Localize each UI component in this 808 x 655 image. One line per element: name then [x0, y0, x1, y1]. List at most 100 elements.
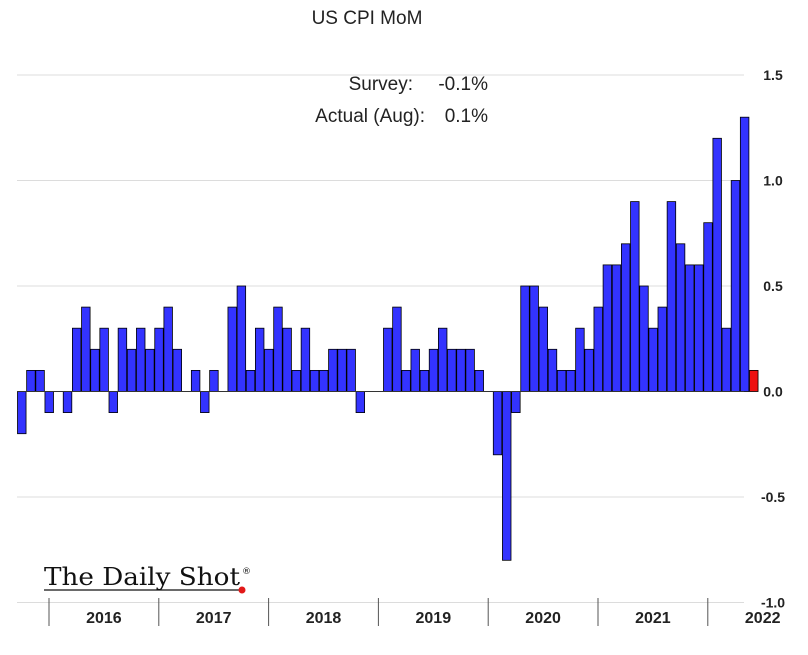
bar	[319, 369, 329, 392]
bar	[437, 327, 448, 392]
chart-title: US CPI MoM	[312, 8, 423, 29]
bar	[346, 348, 356, 392]
bar	[492, 391, 503, 456]
bar	[456, 348, 466, 392]
bar	[282, 327, 292, 392]
bar	[264, 348, 274, 392]
bar	[90, 348, 100, 392]
bar	[392, 306, 402, 392]
bar	[602, 264, 613, 392]
x-axis: 2016 2017 2018 2019 2020 2021 2022	[48, 598, 781, 627]
bar	[99, 327, 109, 392]
bar	[538, 306, 548, 392]
bar	[419, 369, 430, 392]
bar	[575, 327, 585, 392]
bar	[172, 348, 183, 392]
bar	[611, 264, 622, 392]
bar	[566, 369, 576, 392]
bar	[593, 306, 603, 392]
bar	[410, 348, 420, 392]
bar	[190, 369, 201, 392]
bar	[26, 369, 36, 392]
bar	[62, 391, 73, 414]
y-tick-label: -1.0	[761, 595, 785, 611]
bar	[291, 369, 301, 392]
bar	[401, 369, 411, 392]
y-tick-label: 0.5	[763, 278, 783, 294]
y-tick-label: -0.5	[761, 489, 785, 505]
bar	[17, 391, 27, 435]
bar	[511, 391, 521, 414]
y-tick-label: 0.0	[763, 384, 783, 400]
survey-value: -0.1%	[438, 74, 488, 95]
bar	[749, 369, 759, 392]
bar	[465, 348, 475, 392]
bar	[72, 327, 82, 392]
bar	[529, 285, 539, 392]
watermark-text: The Daily Shot	[44, 563, 240, 591]
bar	[630, 201, 640, 392]
actual-label: Actual (Aug):	[315, 106, 425, 127]
year-label: 2017	[196, 610, 232, 627]
y-tick-label: 1.5	[763, 67, 783, 83]
bar	[154, 327, 164, 392]
bar	[657, 306, 667, 392]
bar	[273, 306, 283, 392]
bar	[547, 348, 558, 392]
bar	[117, 327, 128, 392]
bar	[35, 369, 45, 392]
actual-value: 0.1%	[445, 106, 488, 127]
bar	[44, 391, 54, 414]
year-label: 2016	[86, 610, 122, 627]
bar	[520, 285, 530, 392]
bar	[675, 243, 686, 392]
bar	[254, 327, 265, 392]
bar	[721, 327, 731, 392]
bar	[739, 116, 750, 392]
bar	[145, 348, 155, 392]
bar	[648, 327, 658, 392]
bar	[309, 369, 320, 392]
bars	[17, 116, 759, 561]
watermark-red-dot	[238, 586, 246, 594]
bar	[227, 306, 237, 392]
bar	[355, 391, 365, 414]
bar	[136, 327, 146, 392]
bar	[502, 391, 512, 561]
bar	[712, 137, 722, 392]
bar	[428, 348, 439, 392]
bar	[584, 348, 594, 392]
bar	[694, 264, 704, 392]
gridlines	[17, 74, 744, 603]
bar	[236, 285, 247, 392]
bar	[126, 348, 137, 392]
bar	[703, 222, 713, 392]
survey-label: Survey:	[349, 74, 413, 95]
registered-mark: ®	[242, 567, 251, 577]
y-axis-ticks: 1.5 1.0 0.5 0.0 -0.5 -1.0	[761, 67, 785, 611]
bar	[81, 306, 91, 392]
bar	[685, 264, 695, 392]
year-label: 2019	[416, 610, 452, 627]
bar	[666, 201, 677, 392]
bar	[328, 348, 338, 392]
bar	[474, 369, 484, 392]
bar	[245, 369, 256, 392]
bar	[300, 327, 311, 392]
bar	[108, 391, 118, 414]
year-label: 2018	[306, 610, 342, 627]
bar	[621, 243, 631, 392]
bar	[556, 369, 567, 392]
bar	[383, 327, 393, 392]
year-label: 2021	[635, 610, 671, 627]
bar	[209, 369, 219, 392]
bar	[337, 348, 347, 392]
y-tick-label: 1.0	[763, 173, 783, 189]
bar	[639, 285, 649, 392]
bar	[200, 391, 210, 414]
bar	[447, 348, 457, 392]
watermark: The Daily Shot ®	[44, 563, 251, 594]
year-label: 2022	[745, 610, 781, 627]
year-label: 2020	[525, 610, 561, 627]
